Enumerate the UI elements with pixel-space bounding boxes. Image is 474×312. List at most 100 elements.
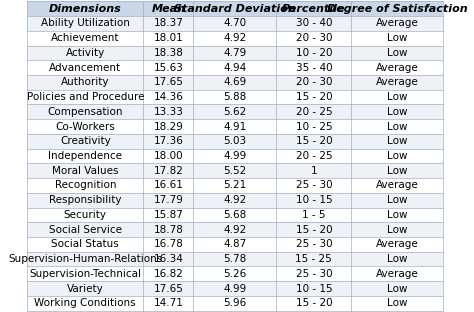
Text: Supervision-Technical: Supervision-Technical (29, 269, 141, 279)
Bar (27, 105, 144, 119)
Bar (351, 90, 443, 105)
Bar (27, 31, 144, 46)
Text: 25 - 30: 25 - 30 (296, 239, 332, 249)
Text: Supervision-Human-Relations: Supervision-Human-Relations (8, 254, 163, 264)
Text: 10 - 15: 10 - 15 (296, 284, 332, 294)
Text: 10 - 20: 10 - 20 (296, 48, 332, 58)
Bar (193, 119, 276, 134)
Text: 4.91: 4.91 (223, 122, 246, 132)
Text: 15.87: 15.87 (154, 210, 183, 220)
Bar (351, 105, 443, 119)
Text: 5.96: 5.96 (223, 298, 246, 308)
Bar (276, 119, 351, 134)
Bar (193, 296, 276, 311)
Text: 25 - 30: 25 - 30 (296, 269, 332, 279)
Bar (27, 296, 144, 311)
Text: Advancement: Advancement (49, 63, 121, 73)
Bar (193, 105, 276, 119)
Text: Social Status: Social Status (51, 239, 119, 249)
Text: Achievement: Achievement (51, 33, 119, 43)
Bar (193, 178, 276, 193)
Text: Dimensions: Dimensions (49, 4, 122, 14)
Bar (351, 178, 443, 193)
Bar (144, 119, 193, 134)
Text: Low: Low (387, 107, 407, 117)
Text: 5.68: 5.68 (223, 210, 246, 220)
Text: 4.92: 4.92 (223, 225, 246, 235)
Bar (27, 222, 144, 237)
Text: 10 - 25: 10 - 25 (296, 122, 332, 132)
Bar (144, 1, 193, 16)
Text: Low: Low (387, 298, 407, 308)
Bar (351, 163, 443, 178)
Bar (27, 119, 144, 134)
Text: Average: Average (375, 77, 419, 87)
Text: 18.37: 18.37 (154, 18, 183, 28)
Bar (351, 60, 443, 75)
Text: Social Service: Social Service (49, 225, 122, 235)
Bar (193, 149, 276, 163)
Text: 15 - 20: 15 - 20 (296, 225, 332, 235)
Bar (144, 178, 193, 193)
Bar (144, 163, 193, 178)
Bar (351, 1, 443, 16)
Text: 18.01: 18.01 (154, 33, 183, 43)
Text: 30 - 40: 30 - 40 (296, 18, 332, 28)
Bar (351, 119, 443, 134)
Text: Authority: Authority (61, 77, 109, 87)
Bar (27, 281, 144, 296)
Text: 4.92: 4.92 (223, 33, 246, 43)
Text: 5.21: 5.21 (223, 180, 246, 190)
Text: 4.99: 4.99 (223, 284, 246, 294)
Bar (144, 149, 193, 163)
Text: Moral Values: Moral Values (52, 166, 118, 176)
Text: 5.78: 5.78 (223, 254, 246, 264)
Text: Average: Average (375, 180, 419, 190)
Text: 5.26: 5.26 (223, 269, 246, 279)
Bar (276, 222, 351, 237)
Bar (193, 31, 276, 46)
Bar (27, 90, 144, 105)
Bar (193, 207, 276, 222)
Bar (351, 46, 443, 60)
Bar (276, 266, 351, 281)
Bar (193, 222, 276, 237)
Bar (276, 193, 351, 207)
Text: 20 - 25: 20 - 25 (296, 107, 332, 117)
Bar (27, 46, 144, 60)
Text: 5.52: 5.52 (223, 166, 246, 176)
Bar (276, 296, 351, 311)
Bar (351, 31, 443, 46)
Text: Average: Average (375, 269, 419, 279)
Bar (144, 222, 193, 237)
Bar (276, 281, 351, 296)
Bar (144, 266, 193, 281)
Text: Policies and Procedure: Policies and Procedure (27, 92, 144, 102)
Bar (144, 207, 193, 222)
Bar (276, 134, 351, 149)
Text: Low: Low (387, 136, 407, 146)
Text: Low: Low (387, 122, 407, 132)
Text: Ability Utilization: Ability Utilization (41, 18, 130, 28)
Text: 5.88: 5.88 (223, 92, 246, 102)
Text: 18.29: 18.29 (154, 122, 183, 132)
Text: Co-Workers: Co-Workers (55, 122, 115, 132)
Bar (351, 193, 443, 207)
Bar (193, 163, 276, 178)
Bar (27, 75, 144, 90)
Text: 16.61: 16.61 (154, 180, 183, 190)
Text: 4.94: 4.94 (223, 63, 246, 73)
Text: 15 - 20: 15 - 20 (296, 92, 332, 102)
Text: Responsibility: Responsibility (49, 195, 121, 205)
Bar (193, 237, 276, 252)
Bar (276, 178, 351, 193)
Text: 16.82: 16.82 (154, 269, 183, 279)
Bar (27, 237, 144, 252)
Text: 15.63: 15.63 (154, 63, 183, 73)
Text: Average: Average (375, 63, 419, 73)
Bar (351, 281, 443, 296)
Bar (276, 46, 351, 60)
Bar (276, 1, 351, 16)
Text: 4.92: 4.92 (223, 195, 246, 205)
Text: Security: Security (64, 210, 107, 220)
